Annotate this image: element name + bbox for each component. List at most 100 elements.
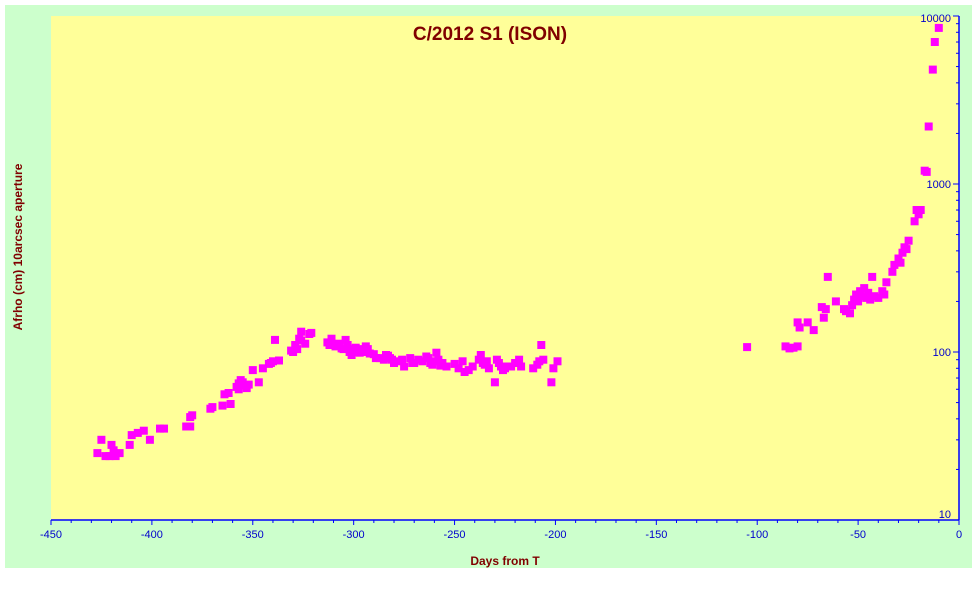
data-point — [507, 362, 516, 371]
x-tick-label: -250 — [444, 529, 466, 541]
data-point — [809, 326, 818, 335]
data-point — [894, 254, 903, 263]
x-axis-label: Days from T — [470, 554, 540, 568]
data-point — [127, 431, 136, 440]
data-point — [789, 343, 798, 352]
data-point — [864, 288, 873, 297]
data-point — [351, 343, 360, 352]
data-point — [271, 335, 279, 344]
data-point — [398, 355, 407, 364]
data-point — [208, 403, 217, 412]
data-point — [803, 318, 812, 327]
data-point — [335, 339, 344, 348]
data-point — [529, 364, 538, 373]
data-point — [390, 359, 398, 367]
data-point — [297, 327, 306, 336]
data-point — [145, 435, 154, 444]
data-point — [547, 378, 556, 387]
data-point — [539, 355, 548, 364]
data-point — [400, 362, 409, 371]
data-point — [823, 272, 832, 281]
data-point — [904, 236, 913, 245]
plot-area — [51, 16, 959, 520]
data-point — [115, 449, 124, 458]
data-point — [795, 323, 804, 332]
data-point — [293, 345, 302, 354]
data-point — [916, 206, 925, 214]
data-point — [291, 341, 300, 349]
data-point — [910, 217, 919, 226]
x-tick-label: 0 — [956, 529, 962, 541]
x-tick-label: -450 — [40, 529, 62, 541]
data-point — [188, 411, 197, 420]
data-point — [406, 354, 415, 363]
data-point — [888, 267, 897, 276]
data-point — [432, 348, 441, 357]
data-point — [743, 343, 752, 352]
chart-frame: C/2012 S1 (ISON) -450 -400 -350 -300 -250 -20… — [5, 5, 972, 568]
data-point — [363, 345, 372, 354]
chart-title: C/2012 S1 (ISON) — [413, 24, 567, 45]
data-point — [327, 334, 336, 343]
x-tick-label: -150 — [645, 529, 667, 541]
data-point — [454, 364, 463, 373]
data-point — [482, 357, 491, 366]
data-point — [882, 278, 891, 287]
x-tick-label: -100 — [746, 529, 768, 541]
data-point — [858, 292, 867, 301]
y-tick-label: 10000 — [920, 13, 951, 25]
data-point — [93, 449, 102, 458]
data-point — [924, 122, 933, 131]
data-point — [269, 357, 277, 366]
data-point — [254, 378, 263, 387]
data-point — [258, 364, 267, 373]
data-point — [133, 428, 142, 437]
x-tick-label: -400 — [141, 529, 163, 541]
data-point — [275, 356, 283, 365]
data-point — [442, 362, 451, 371]
data-point — [97, 435, 106, 444]
data-point — [890, 260, 899, 269]
data-point — [793, 318, 802, 327]
data-point — [379, 355, 388, 364]
data-point — [289, 348, 298, 356]
data-point — [244, 380, 253, 389]
data-point — [856, 287, 865, 296]
x-tick-label: -200 — [544, 529, 566, 541]
data-point — [831, 297, 840, 306]
data-point — [868, 272, 877, 281]
data-point — [511, 359, 520, 367]
data-point — [307, 328, 316, 337]
x-tick-label: -350 — [242, 529, 264, 541]
data-point — [186, 422, 195, 431]
data-point — [928, 65, 937, 74]
data-point — [821, 305, 830, 314]
y-tick-label: 1000 — [927, 179, 951, 191]
data-point — [484, 364, 493, 373]
data-point — [339, 345, 348, 354]
data-point — [848, 301, 857, 310]
data-point — [418, 357, 427, 366]
data-point — [819, 313, 828, 322]
data-point — [517, 362, 526, 371]
data-point — [460, 368, 469, 376]
data-point — [880, 290, 889, 299]
data-point — [922, 167, 931, 176]
data-point — [930, 38, 939, 46]
data-point — [874, 293, 883, 302]
data-point — [105, 452, 114, 461]
data-point — [934, 23, 943, 32]
data-point — [896, 258, 905, 267]
data-point — [218, 401, 227, 410]
data-point — [224, 389, 233, 397]
data-point — [107, 440, 116, 449]
data-point — [125, 440, 134, 449]
data-point — [347, 351, 356, 359]
data-point — [553, 357, 562, 366]
x-axis-ticks: -450 -400 -350 -300 -250 -200 -150 -100 -50 0 — [40, 520, 962, 541]
data-point — [450, 359, 459, 368]
data-point — [902, 245, 911, 254]
data-point — [458, 357, 467, 366]
x-tick-label: -50 — [850, 529, 866, 541]
data-point — [537, 341, 546, 349]
